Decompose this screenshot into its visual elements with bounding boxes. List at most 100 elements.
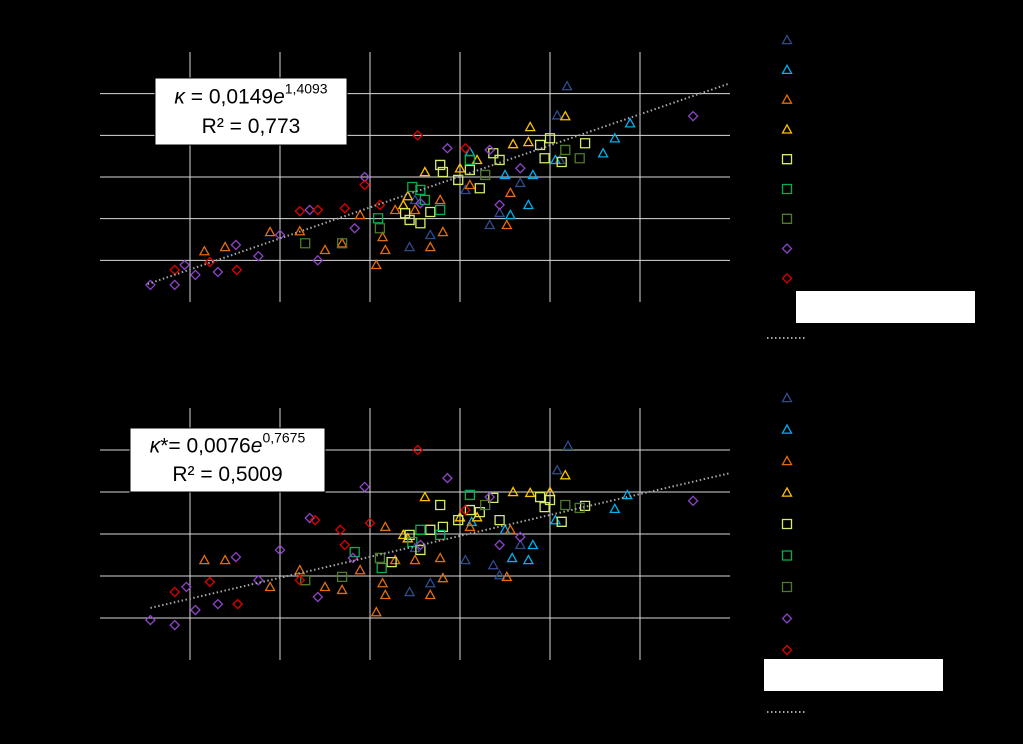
data-point	[551, 464, 563, 475]
data-point	[480, 169, 491, 181]
data-point	[494, 514, 505, 526]
data-point	[437, 572, 449, 583]
data-point	[300, 238, 311, 249]
data-point	[493, 569, 506, 580]
data-point	[464, 521, 476, 532]
data-point	[169, 586, 181, 598]
data-point	[364, 517, 376, 529]
equation-box	[129, 427, 326, 493]
data-point	[464, 179, 476, 190]
data-point	[534, 491, 546, 503]
data-point	[424, 229, 436, 240]
data-point	[522, 136, 535, 147]
data-point	[252, 574, 264, 586]
data-point	[609, 502, 621, 514]
data-point	[441, 472, 453, 484]
data-point	[379, 244, 391, 255]
data-point	[419, 166, 431, 177]
legend-marker	[781, 154, 793, 165]
data-point	[480, 499, 491, 511]
legend-marker	[781, 518, 793, 530]
equation-part: e	[251, 434, 263, 457]
data-point	[169, 619, 181, 631]
data-point	[219, 241, 231, 252]
equation-part: = 0,0149	[185, 85, 273, 108]
equation: κ = 0,0149e1,4093	[174, 80, 327, 108]
data-point	[169, 279, 181, 291]
data-point	[412, 444, 424, 456]
data-point	[415, 218, 426, 229]
data-point	[304, 512, 316, 524]
legend-marker	[781, 183, 793, 195]
equation-part: e	[273, 85, 285, 108]
data-point	[459, 142, 471, 154]
data-point	[484, 219, 496, 230]
data-point	[334, 524, 346, 536]
data-point	[501, 571, 513, 582]
data-point	[434, 194, 446, 205]
data-point	[494, 199, 506, 211]
data-point	[349, 222, 361, 234]
data-point	[189, 604, 201, 616]
data-point	[144, 614, 156, 626]
data-point	[574, 153, 585, 164]
data-point	[379, 589, 391, 600]
data-point	[454, 162, 466, 173]
data-point	[372, 213, 384, 224]
data-point	[312, 254, 324, 266]
data-point	[556, 516, 567, 527]
data-point	[514, 531, 526, 543]
data-point	[464, 504, 476, 516]
data-point	[189, 269, 201, 281]
data-point	[319, 581, 331, 592]
data-point	[560, 144, 571, 156]
data-point	[437, 521, 449, 533]
data-point	[527, 539, 539, 550]
data-point	[374, 223, 386, 234]
legend-marker	[781, 392, 793, 403]
data-point	[219, 554, 231, 565]
data-point	[212, 598, 224, 610]
data-point	[376, 577, 389, 588]
data-point	[506, 552, 518, 563]
data-point	[212, 266, 224, 278]
data-point	[319, 244, 331, 255]
equation-part: *= 0,0076	[160, 434, 251, 457]
equation: κ*= 0,0076e0,7675	[150, 429, 306, 457]
data-point	[409, 204, 421, 215]
data-point	[232, 598, 244, 610]
data-point	[437, 166, 449, 178]
data-point	[487, 559, 499, 570]
legend-marker	[781, 423, 793, 434]
data-point	[514, 162, 526, 174]
data-point	[304, 204, 316, 216]
data-point	[687, 495, 699, 507]
data-point	[561, 80, 573, 91]
data-point	[198, 245, 211, 256]
data-point	[312, 591, 324, 603]
data-point	[386, 556, 397, 568]
r-squared: R² = 0,5009	[172, 463, 282, 486]
data-point	[144, 279, 156, 291]
data-point	[274, 229, 286, 241]
data-point	[359, 179, 371, 191]
data-point	[504, 186, 517, 198]
data-point	[494, 539, 506, 551]
data-point	[339, 202, 351, 214]
data-point	[309, 514, 321, 526]
data-point	[409, 554, 421, 565]
data-point	[376, 562, 387, 574]
data-point	[539, 153, 550, 164]
data-point	[339, 539, 351, 551]
data-point	[464, 154, 476, 166]
data-point	[349, 546, 360, 558]
legend-marker	[781, 613, 793, 624]
data-point	[419, 491, 431, 502]
data-point	[453, 174, 464, 186]
data-point	[312, 204, 324, 216]
data-point	[499, 523, 511, 535]
legend-marker	[781, 243, 793, 255]
legend-marker	[781, 644, 793, 656]
